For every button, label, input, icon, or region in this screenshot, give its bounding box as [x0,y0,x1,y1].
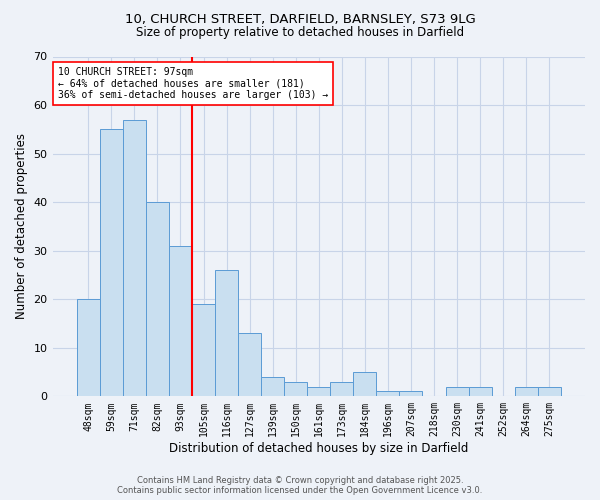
Bar [376,392,400,396]
Bar [469,386,491,396]
Bar [215,270,238,396]
Bar [284,382,307,396]
Bar [330,382,353,396]
Text: 10, CHURCH STREET, DARFIELD, BARNSLEY, S73 9LG: 10, CHURCH STREET, DARFIELD, BARNSLEY, S… [125,12,475,26]
Bar [169,246,192,396]
X-axis label: Distribution of detached houses by size in Darfield: Distribution of detached houses by size … [169,442,469,455]
Bar [307,386,330,396]
Bar [538,386,561,396]
Bar [123,120,146,396]
Bar [353,372,376,396]
Text: Contains HM Land Registry data © Crown copyright and database right 2025.
Contai: Contains HM Land Registry data © Crown c… [118,476,482,495]
Bar [261,377,284,396]
Bar [100,130,123,396]
Bar [146,202,169,396]
Y-axis label: Number of detached properties: Number of detached properties [15,134,28,320]
Bar [515,386,538,396]
Bar [238,333,261,396]
Bar [446,386,469,396]
Text: Size of property relative to detached houses in Darfield: Size of property relative to detached ho… [136,26,464,39]
Bar [192,304,215,396]
Bar [400,392,422,396]
Bar [77,299,100,396]
Text: 10 CHURCH STREET: 97sqm
← 64% of detached houses are smaller (181)
36% of semi-d: 10 CHURCH STREET: 97sqm ← 64% of detache… [58,66,328,100]
